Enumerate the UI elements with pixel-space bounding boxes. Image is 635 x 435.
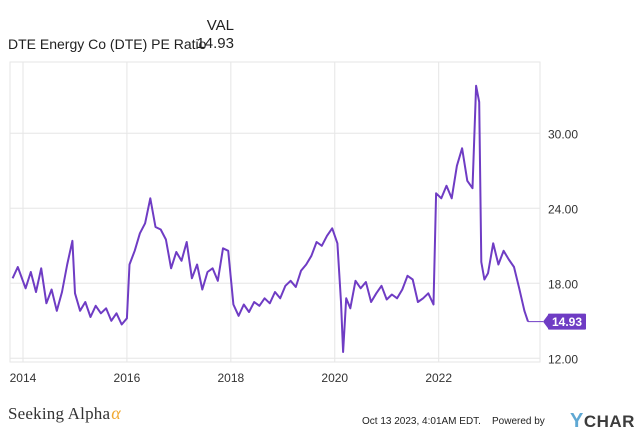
footer-timestamp: Oct 13 2023, 4:01AM EDT. — [362, 416, 481, 427]
alpha-logo-icon: α — [111, 403, 121, 423]
footer-powered-by: Powered by — [492, 416, 545, 427]
legend-series-name: DTE Energy Co (DTE) PE Ratio — [8, 36, 207, 52]
ycharts-logo-text: CHARTS — [583, 412, 635, 431]
x-tick-label: 2016 — [114, 371, 141, 385]
x-tick-label: 2014 — [10, 371, 37, 385]
seeking-alpha-logo-text: Seeking Alpha — [8, 404, 111, 423]
last-value-badge — [548, 313, 586, 330]
legend-column-header: VAL — [206, 17, 234, 34]
y-tick-label: 30.00 — [548, 127, 578, 141]
x-tick-label: 2020 — [321, 371, 348, 385]
plot-frame — [9, 61, 541, 363]
y-tick-label: 12.00 — [548, 352, 578, 366]
last-value-badge-arrow — [543, 313, 549, 330]
x-tick-label: 2018 — [217, 371, 244, 385]
y-tick-label: 24.00 — [548, 202, 578, 216]
y-tick-label: 18.00 — [548, 277, 578, 291]
last-value-label: 14.93 — [552, 315, 582, 329]
seeking-alpha-logo: Seeking Alphaα — [8, 403, 121, 424]
ycharts-logo-y: Y — [570, 410, 584, 432]
x-tick-label: 2022 — [425, 371, 452, 385]
ycharts-logo: YCHARTS — [570, 410, 635, 433]
pe-ratio-line — [11, 84, 529, 353]
legend-series-value: 14.93 — [196, 35, 234, 52]
